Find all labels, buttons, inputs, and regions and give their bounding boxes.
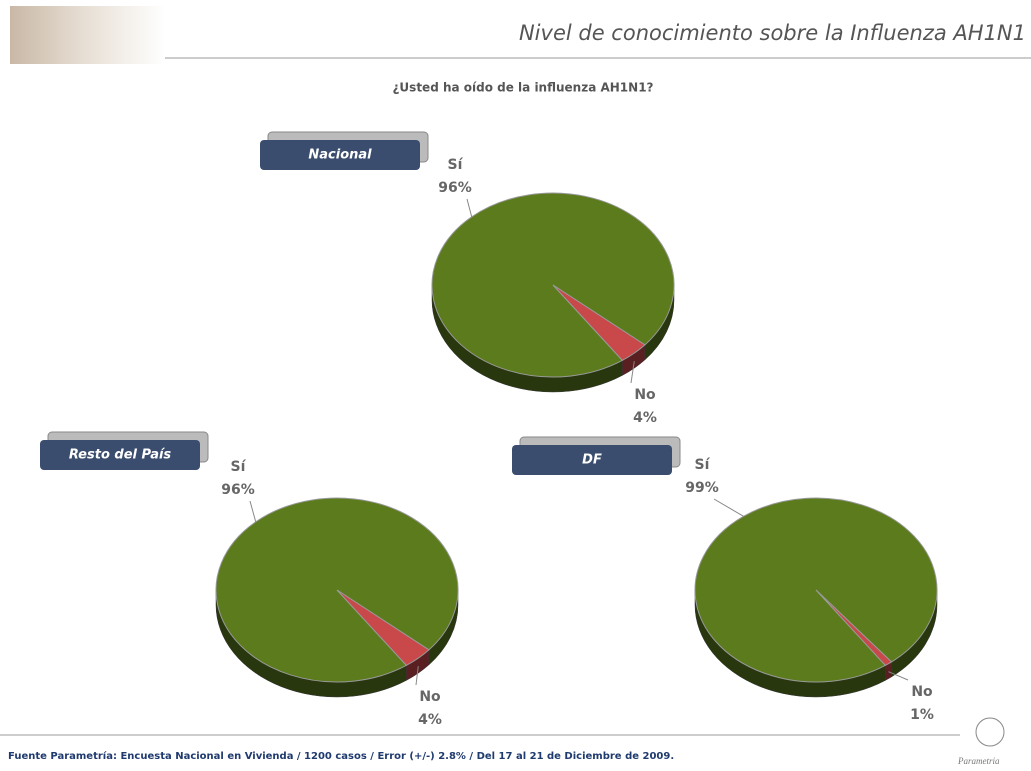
leader-line bbox=[630, 361, 635, 384]
title-box bbox=[40, 440, 200, 470]
pie-slice bbox=[552, 284, 646, 361]
slice-category: No bbox=[634, 387, 656, 403]
slice-value-label: 96% bbox=[221, 482, 255, 498]
leader-line bbox=[466, 198, 473, 217]
pie-slice bbox=[336, 589, 430, 666]
logo-mark bbox=[975, 717, 1005, 747]
slice-value-label: 99% bbox=[685, 480, 719, 496]
pie bbox=[215, 497, 459, 698]
pie-slice bbox=[815, 589, 893, 666]
footer-source: Fuente Parametría: Encuesta Nacional en … bbox=[8, 750, 674, 762]
title-box bbox=[512, 445, 672, 475]
leader-line bbox=[713, 498, 744, 517]
slice-category: No bbox=[911, 684, 933, 700]
slice-category: Sí bbox=[695, 457, 711, 473]
page-title: Nivel de conocimiento sobre la Influenza… bbox=[519, 21, 1026, 45]
title-box bbox=[260, 140, 420, 170]
slice-category: No bbox=[419, 689, 441, 705]
slice-category: Sí bbox=[231, 459, 247, 475]
slice-category: Sí bbox=[448, 157, 464, 173]
pie bbox=[694, 497, 938, 698]
slice-value-label: 96% bbox=[438, 180, 472, 196]
chart-title: DF bbox=[582, 453, 602, 468]
slice-value-label: 1% bbox=[910, 707, 934, 723]
header-photo bbox=[10, 6, 165, 64]
pie bbox=[431, 192, 675, 393]
chart-title: Resto del País bbox=[69, 448, 172, 463]
chart-title: Nacional bbox=[308, 148, 372, 163]
logo-text: Parametria bbox=[957, 756, 1000, 766]
leader-line bbox=[249, 500, 257, 522]
page-subtitle: ¿Usted ha oído de la influenza AH1N1? bbox=[392, 81, 653, 95]
leader-line bbox=[888, 671, 909, 681]
slice-value-label: 4% bbox=[633, 410, 657, 426]
slice-value-label: 4% bbox=[418, 712, 442, 728]
leader-line bbox=[415, 666, 419, 686]
